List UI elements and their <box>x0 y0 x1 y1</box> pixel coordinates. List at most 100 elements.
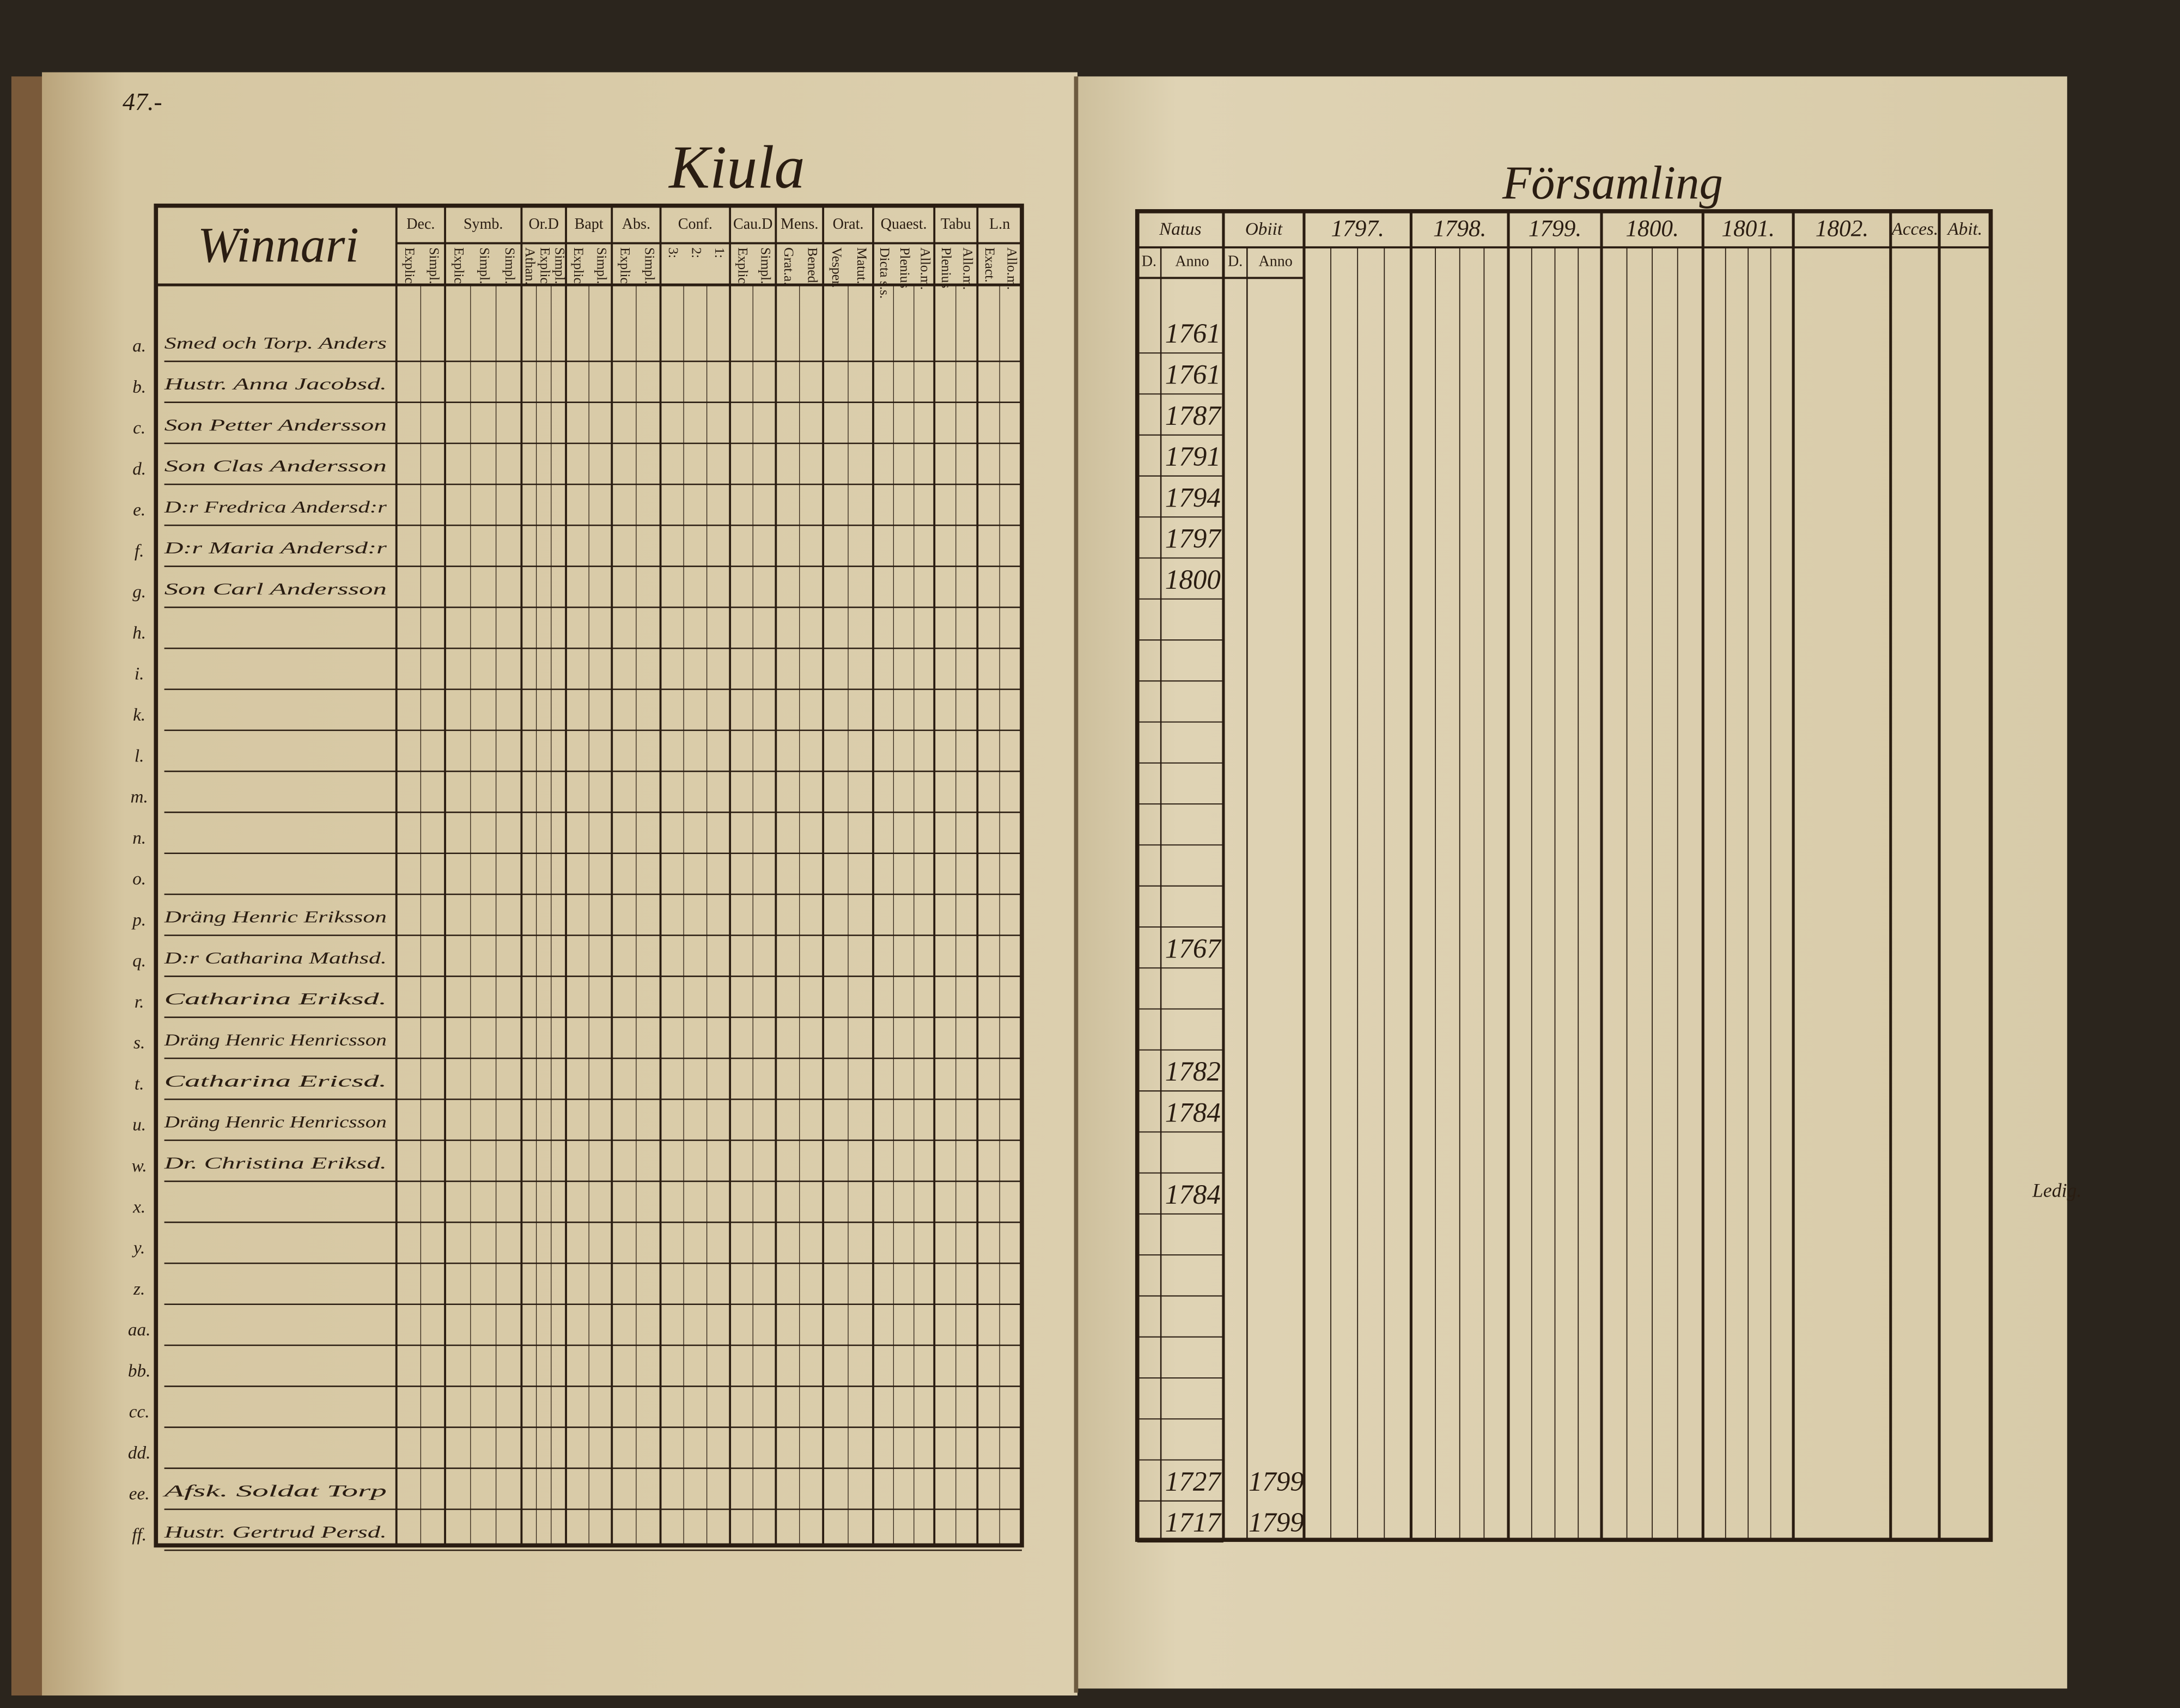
death-year: 1799 <box>1249 1467 1304 1497</box>
birth-year: 1784 <box>1165 1097 1221 1128</box>
page-title: Kiula <box>668 134 805 202</box>
left-page <box>42 72 1078 1696</box>
row-label: w. <box>132 1156 147 1176</box>
birth-year: 1727 <box>1165 1467 1222 1497</box>
birth-year: 1794 <box>1165 483 1221 513</box>
column-header: Dec. <box>406 216 435 233</box>
column-subheader: Simpl. <box>502 247 518 284</box>
birth-year: 1800 <box>1165 565 1221 595</box>
person-name: Hustr. Gertrud Persd. <box>163 1523 387 1541</box>
row-label: k. <box>133 705 145 725</box>
column-subheader: Explic. <box>537 247 553 287</box>
column-subheader: Vesper. <box>829 247 845 288</box>
birth-year: 1784 <box>1165 1180 1221 1210</box>
column-subheader: Allo.m. <box>960 247 976 290</box>
column-header: 1800. <box>1625 216 1679 242</box>
person-name: Dräng Henric Eriksson <box>163 908 387 926</box>
row-label: cc. <box>129 1402 150 1422</box>
person-name: Hustr. Anna Jacobsd. <box>163 375 387 393</box>
column-header: Mens. <box>781 216 818 233</box>
column-header: Quaest. <box>881 216 927 233</box>
row-label: x. <box>132 1197 145 1217</box>
birth-year: 1787 <box>1165 401 1222 431</box>
row-label: f. <box>135 541 144 561</box>
column-header: Natus <box>1159 219 1201 239</box>
column-header: 1798. <box>1433 216 1487 242</box>
row-label: y. <box>132 1238 145 1258</box>
person-name: D:r Fredrica Andersd:r <box>163 498 387 516</box>
tables: Dec.Explic. Simpl.Symb.Explic. Simpl. Simpl… <box>128 203 1993 1551</box>
person-name: Son Carl Andersson <box>165 580 387 598</box>
column-subheader: Simpl. <box>642 247 657 284</box>
person-name: Dräng Henric Henricsson <box>163 1113 387 1131</box>
column-header: Cau.D <box>733 216 772 233</box>
column-header: 1802. <box>1816 216 1869 242</box>
column-header: Bapt <box>575 216 604 233</box>
person-name: Dräng Henric Henricsson <box>163 1031 387 1050</box>
column-subheader: 1: <box>712 247 728 258</box>
row-label: z. <box>133 1279 145 1299</box>
column-subheader: Simpl. <box>552 247 568 284</box>
page-number: 47.- <box>123 88 162 115</box>
column-header: 1797. <box>1331 216 1384 242</box>
birth-year: 1717 <box>1165 1508 1222 1538</box>
row-label: s. <box>133 1033 145 1053</box>
column-header: 1799. <box>1529 216 1582 242</box>
row-label: c. <box>133 418 145 438</box>
row-label: i. <box>135 664 144 684</box>
page-title: Församling <box>1502 156 1723 209</box>
person-name: Smed och Torp. Anders <box>165 334 387 352</box>
person-name: D:r Maria Andersd:r <box>163 539 387 557</box>
birth-year: 1767 <box>1165 934 1222 964</box>
column-subheader: Simpl. <box>758 247 774 284</box>
column-subheader: Explic. <box>571 247 587 287</box>
row-label: o. <box>132 869 146 889</box>
death-year: 1799 <box>1249 1508 1304 1538</box>
table-corner: Winnari <box>198 217 359 272</box>
column-subheader: Explic. <box>402 247 418 287</box>
column-subheader: Simpl. <box>594 247 610 284</box>
column-header: Conf. <box>678 216 713 233</box>
row-label: a. <box>132 336 146 356</box>
column-subheader: Explic. <box>452 247 467 287</box>
row-label: h. <box>132 623 146 643</box>
column-header: 1801. <box>1721 216 1775 242</box>
column-subheader: Explic. <box>735 247 751 287</box>
row-label: r. <box>135 992 144 1012</box>
row-label: ff. <box>132 1524 147 1545</box>
column-subheader: 2: <box>689 247 704 258</box>
column-subheader: Dicta s.s. <box>877 247 893 298</box>
row-label: aa. <box>128 1320 150 1340</box>
person-name: Catharina Ericsd. <box>165 1072 387 1090</box>
person-name: D:r Catharina Mathsd. <box>163 949 387 967</box>
margin-note: Ledig. <box>2032 1180 2081 1201</box>
row-label: g. <box>132 582 146 602</box>
column-header: L.n <box>989 216 1010 233</box>
column-subheader: 3: <box>666 247 681 258</box>
row-label: dd. <box>128 1443 150 1463</box>
column-subheader: Explic. <box>618 247 634 287</box>
column-subheader: Exact. <box>982 247 998 282</box>
column-header: Abit. <box>1947 219 1983 239</box>
column-header: Orat. <box>833 216 864 233</box>
column-subheader: Plenius <box>897 247 913 288</box>
row-label: p. <box>131 910 146 930</box>
row-label: t. <box>135 1073 144 1094</box>
column-subheader: Bened. <box>805 247 821 286</box>
column-subheader: Anno <box>1175 253 1209 270</box>
right-page <box>1077 76 2067 1689</box>
column-subheader: Athan. <box>522 247 538 285</box>
row-label: q. <box>132 951 146 971</box>
birth-year: 1797 <box>1165 524 1222 554</box>
column-subheader: Plenius <box>939 247 954 288</box>
birth-year: 1761 <box>1165 359 1221 390</box>
row-label: m. <box>131 787 148 807</box>
column-subheader: D. <box>1142 253 1156 270</box>
row-label: bb. <box>128 1361 150 1381</box>
row-label: d. <box>132 459 146 479</box>
column-subheader: Allo.m. <box>918 247 934 290</box>
column-subheader: Grat.a. <box>781 247 797 285</box>
column-subheader: Allo.m. <box>1004 247 1020 290</box>
column-header: Tabu <box>941 216 971 233</box>
